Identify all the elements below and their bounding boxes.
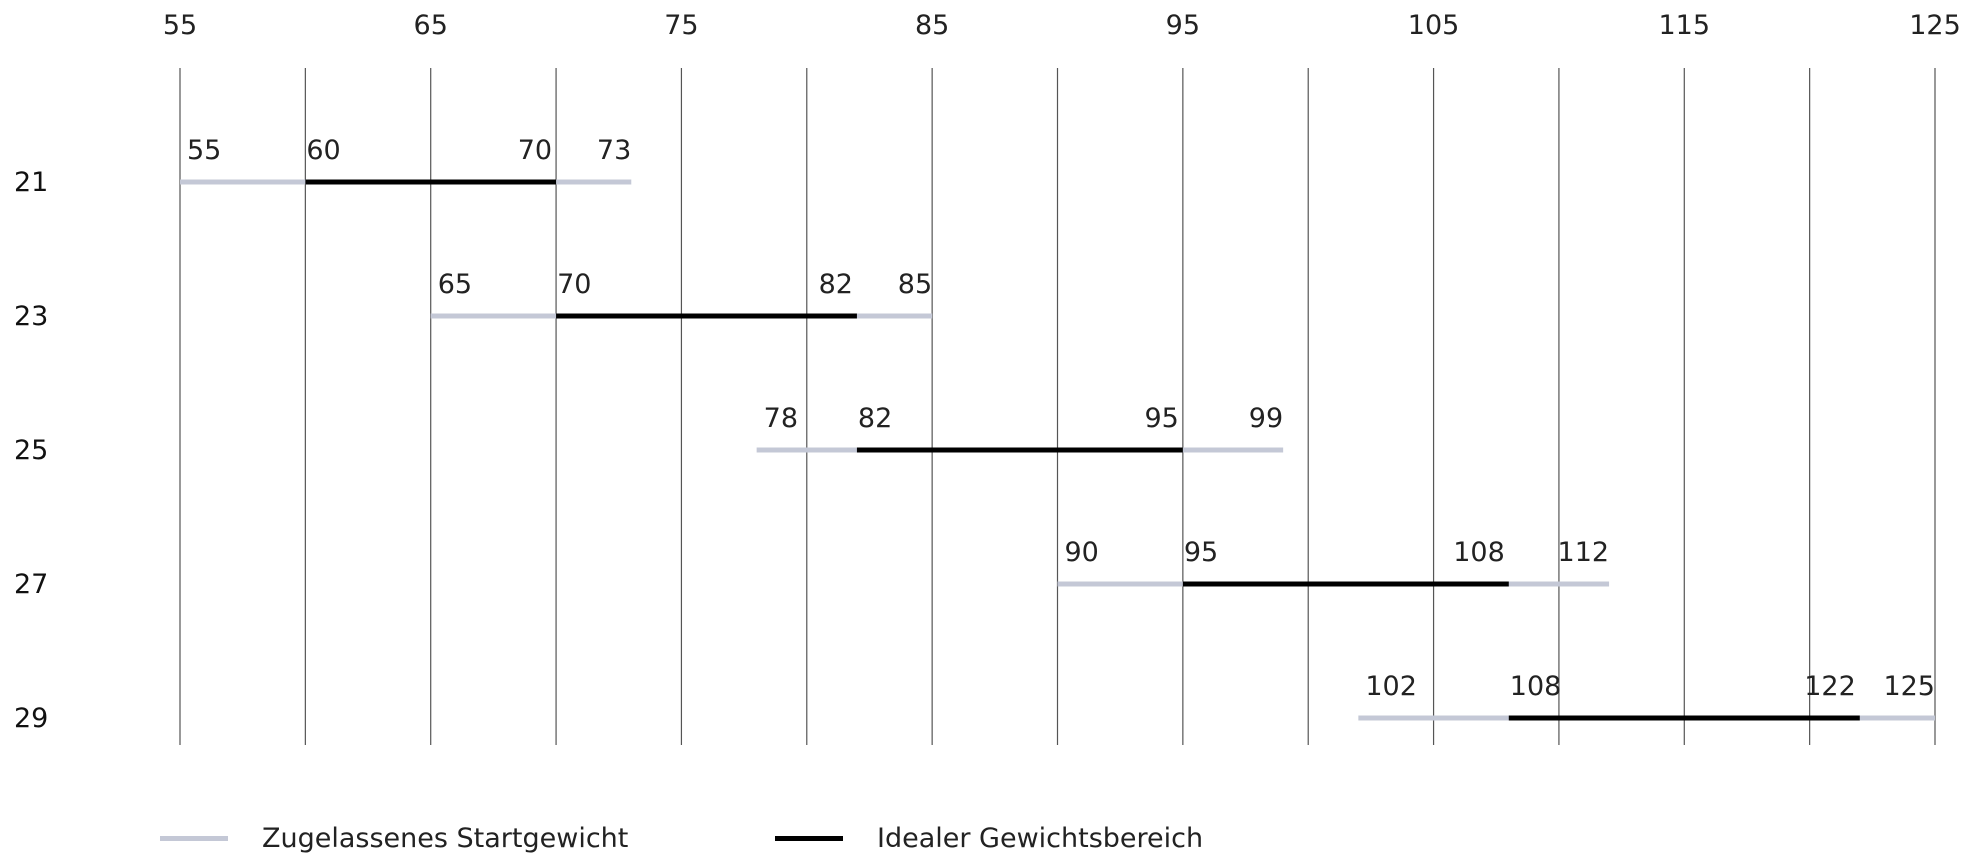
x-tick-label: 75 bbox=[664, 10, 698, 41]
row-label: 27 bbox=[14, 569, 48, 600]
x-tick-label: 85 bbox=[915, 10, 949, 41]
allowed-start-label: 90 bbox=[1065, 537, 1099, 568]
allowed-start-label: 102 bbox=[1365, 671, 1417, 702]
ideal-end-label: 122 bbox=[1804, 671, 1856, 702]
ideal-end-label: 95 bbox=[1144, 403, 1178, 434]
row-label: 25 bbox=[14, 435, 48, 466]
ideal-end-label: 70 bbox=[518, 135, 552, 166]
ideal-start-label: 60 bbox=[306, 135, 340, 166]
row-label: 29 bbox=[14, 703, 48, 734]
allowed-end-label: 125 bbox=[1883, 671, 1935, 702]
ideal-start-label: 108 bbox=[1510, 671, 1562, 702]
legend-item-allowed: Zugelassenes Startgewicht bbox=[160, 818, 628, 858]
allowed-end-label: 73 bbox=[597, 135, 631, 166]
x-tick-label: 105 bbox=[1408, 10, 1460, 41]
x-tick-label: 55 bbox=[163, 10, 197, 41]
ideal-start-label: 70 bbox=[557, 269, 591, 300]
ideal-start-label: 82 bbox=[858, 403, 892, 434]
weight-range-chart: 55 65 75 85 95 105 115 125 21 55 60 70 73 23 65 70 82 85 2… bbox=[14, 10, 1961, 745]
x-tick-label: 125 bbox=[1909, 10, 1961, 41]
chart-legend: Zugelassenes Startgewicht Idealer Gewich… bbox=[0, 818, 1972, 858]
row-label: 21 bbox=[14, 167, 48, 198]
allowed-end-label: 85 bbox=[898, 269, 932, 300]
allowed-start-label: 65 bbox=[438, 269, 472, 300]
ideal-start-label: 95 bbox=[1184, 537, 1218, 568]
allowed-start-label: 78 bbox=[764, 403, 798, 434]
allowed-start-label: 55 bbox=[187, 135, 221, 166]
row-label: 23 bbox=[14, 301, 48, 332]
x-tick-label: 115 bbox=[1659, 10, 1711, 41]
ideal-end-label: 82 bbox=[819, 269, 853, 300]
legend-item-ideal: Idealer Gewichtsbereich bbox=[775, 818, 1203, 858]
legend-swatch-ideal bbox=[775, 835, 843, 841]
legend-label-ideal: Idealer Gewichtsbereich bbox=[877, 822, 1204, 854]
x-tick-label: 95 bbox=[1166, 10, 1200, 41]
legend-swatch-allowed bbox=[160, 835, 228, 841]
x-tick-label: 65 bbox=[414, 10, 448, 41]
ideal-end-label: 108 bbox=[1453, 537, 1505, 568]
allowed-end-label: 112 bbox=[1558, 537, 1610, 568]
allowed-end-label: 99 bbox=[1249, 403, 1283, 434]
legend-label-allowed: Zugelassenes Startgewicht bbox=[262, 822, 629, 854]
